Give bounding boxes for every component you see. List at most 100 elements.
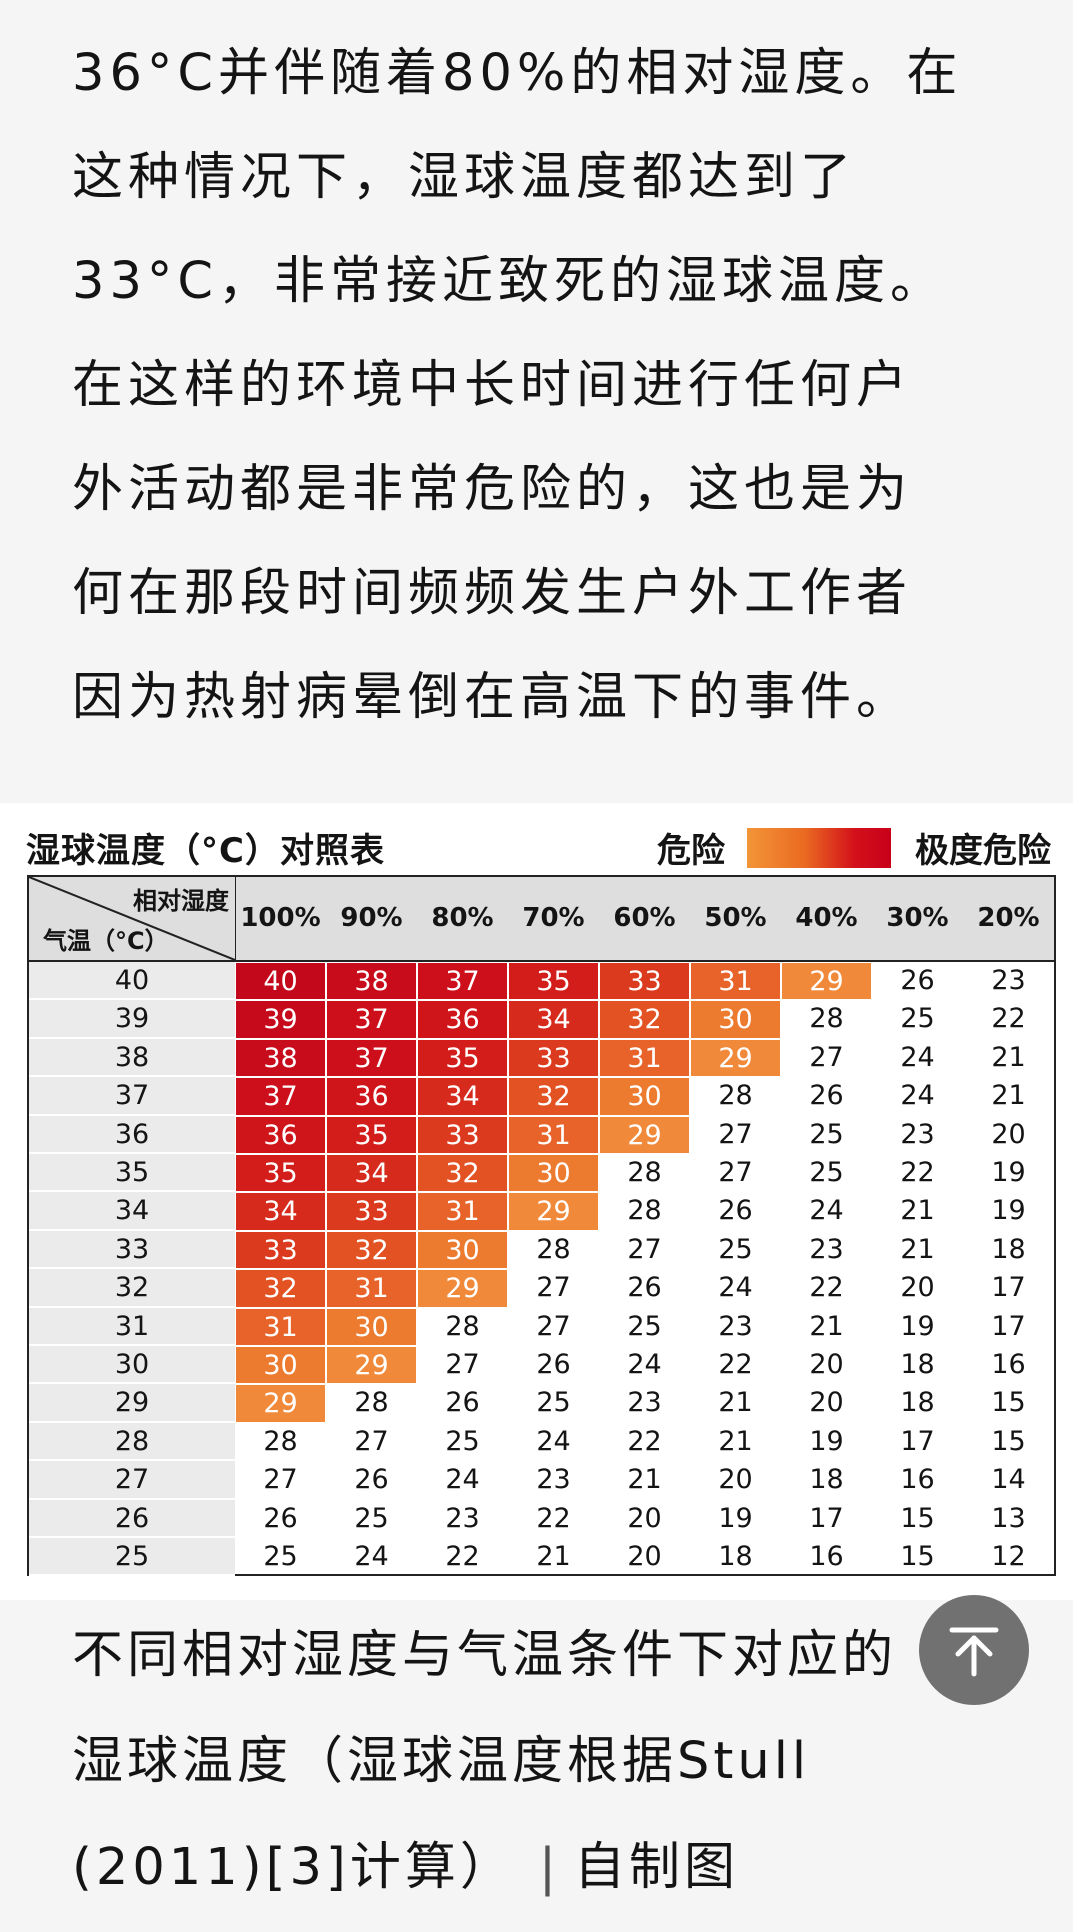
table-cell: 32 xyxy=(235,1269,326,1308)
legend: 危险 极度危险 xyxy=(657,823,1051,872)
table-cell: 24 xyxy=(445,1464,480,1496)
table-cell: 28 xyxy=(718,1080,753,1112)
article-line: 33°C，非常接近致死的湿球温度。 xyxy=(72,252,947,311)
table-cell: 16 xyxy=(809,1541,844,1572)
row-header: 39 xyxy=(29,1000,235,1039)
table-cell: 28 xyxy=(809,1003,844,1035)
table-cell: 17 xyxy=(991,1310,1026,1342)
table-header: 相对湿度 气温（°C） 100% 90% 80% 70% 60% 50% 40% 30% 20% xyxy=(29,877,1054,962)
table-cell: 20 xyxy=(809,1387,844,1419)
table-cell: 18 xyxy=(809,1464,844,1496)
caption-line: 湿球温度（湿球温度根据Stull xyxy=(72,1732,811,1791)
table-cell: 20 xyxy=(900,1272,935,1304)
table-cell: 34 xyxy=(508,1000,599,1039)
table-cell: 29 xyxy=(235,1384,326,1423)
table-cell: 38 xyxy=(235,1038,326,1078)
table-cell: 28 xyxy=(627,1157,662,1188)
legend-low-label: 危险 xyxy=(657,831,725,871)
table-cell: 27 xyxy=(354,1425,389,1457)
table-cell: 29 xyxy=(690,1038,781,1078)
caption-line: (2011)[3]计算） | 自制图 xyxy=(72,1815,1012,1921)
table-cell: 24 xyxy=(627,1349,662,1380)
figure-caption: 不同相对湿度与气温条件下对应的 湿球温度（湿球温度根据Stull (2011)[… xyxy=(72,1603,1012,1921)
column-header: 20% xyxy=(977,903,1040,933)
column-header: 70% xyxy=(522,903,585,933)
table-cell: 27 xyxy=(627,1233,662,1265)
table-cell: 19 xyxy=(900,1310,935,1342)
table-cell: 25 xyxy=(627,1310,662,1342)
table-cell: 20 xyxy=(718,1464,753,1496)
table-cell: 21 xyxy=(627,1464,662,1496)
article-line: 在这样的环境中长时间进行任何户 xyxy=(72,356,913,415)
table-cell: 22 xyxy=(627,1425,662,1457)
column-header: 30% xyxy=(886,903,949,933)
back-to-top-button[interactable] xyxy=(919,1595,1029,1705)
row-header: 37 xyxy=(29,1077,235,1116)
table-cell: 22 xyxy=(718,1349,753,1380)
table-cell: 26 xyxy=(900,965,935,996)
table-cell: 22 xyxy=(900,1157,935,1188)
column-header: 40% xyxy=(795,903,858,933)
table-cell: 33 xyxy=(235,1230,326,1270)
table-cell: 36 xyxy=(417,1000,508,1039)
table-cell: 33 xyxy=(326,1192,417,1231)
table-cell: 23 xyxy=(627,1387,662,1419)
table-cell: 33 xyxy=(508,1038,599,1078)
caption-source: (2011)[3]计算） xyxy=(72,1838,515,1897)
table-cell: 24 xyxy=(718,1272,753,1304)
table-cell: 23 xyxy=(445,1502,480,1534)
column-header: 100% xyxy=(240,903,321,933)
table-cell: 23 xyxy=(809,1233,844,1265)
table-cell: 25 xyxy=(718,1233,753,1265)
table-cell: 15 xyxy=(900,1541,935,1572)
table-cell: 29 xyxy=(599,1115,690,1154)
table-cell: 34 xyxy=(235,1192,326,1231)
table-cell: 35 xyxy=(508,962,599,1001)
table-cell: 26 xyxy=(718,1195,753,1227)
table-cell: 27 xyxy=(809,1041,844,1073)
article-line: 这种情况下，湿球温度都达到了 xyxy=(72,148,857,207)
table-cell: 18 xyxy=(900,1387,935,1419)
table-cell: 29 xyxy=(326,1346,417,1385)
table-cell: 28 xyxy=(445,1310,480,1342)
table-cell: 30 xyxy=(326,1307,417,1346)
caption-separator: | xyxy=(538,1838,561,1897)
table-cell: 20 xyxy=(627,1502,662,1534)
table-cell: 24 xyxy=(809,1195,844,1227)
table-cell: 35 xyxy=(417,1038,508,1078)
table-cell: 16 xyxy=(991,1349,1026,1380)
table-cell: 19 xyxy=(991,1157,1026,1188)
row-header: 35 xyxy=(29,1154,235,1193)
row-header: 31 xyxy=(29,1307,235,1346)
table-cell: 14 xyxy=(991,1464,1026,1496)
table-cell: 15 xyxy=(991,1425,1026,1457)
column-header: 90% xyxy=(340,903,403,933)
row-header: 38 xyxy=(29,1038,235,1078)
table-cell: 29 xyxy=(508,1192,599,1231)
table-cell: 20 xyxy=(991,1118,1026,1150)
caption-line: 不同相对湿度与气温条件下对应的 xyxy=(72,1626,898,1685)
table-cell: 22 xyxy=(536,1502,571,1534)
table-cell: 31 xyxy=(235,1307,326,1346)
article-text: 36°C并伴随着80%的相对湿度。在 这种情况下，湿球温度都达到了 33°C，非… xyxy=(72,22,1012,750)
row-header: 30 xyxy=(29,1346,235,1385)
table-cell: 25 xyxy=(809,1157,844,1188)
table-cell: 36 xyxy=(235,1115,326,1154)
table-cell: 31 xyxy=(508,1115,599,1154)
article-line: 因为热射病晕倒在高温下的事件。 xyxy=(72,668,913,727)
table-cell: 30 xyxy=(599,1077,690,1116)
table-cell: 37 xyxy=(326,1000,417,1039)
table-cell: 30 xyxy=(508,1154,599,1193)
table-cell: 40 xyxy=(235,962,326,1001)
figure-image[interactable]: 湿球温度（°C）对照表 危险 极度危险 相对湿度 气温（°C） 100% 90% 8… xyxy=(0,803,1073,1600)
table-cell: 26 xyxy=(536,1349,571,1380)
row-header: 29 xyxy=(29,1384,235,1423)
table-cell: 34 xyxy=(417,1077,508,1116)
article-line: 外活动都是非常危险的，这也是为 xyxy=(72,460,913,519)
table-cell: 23 xyxy=(991,965,1026,996)
table-cell: 24 xyxy=(900,1041,935,1073)
table-cell: 31 xyxy=(690,962,781,1001)
table-cell: 31 xyxy=(417,1192,508,1231)
table-cell: 39 xyxy=(235,1000,326,1039)
table-cell: 27 xyxy=(536,1272,571,1304)
